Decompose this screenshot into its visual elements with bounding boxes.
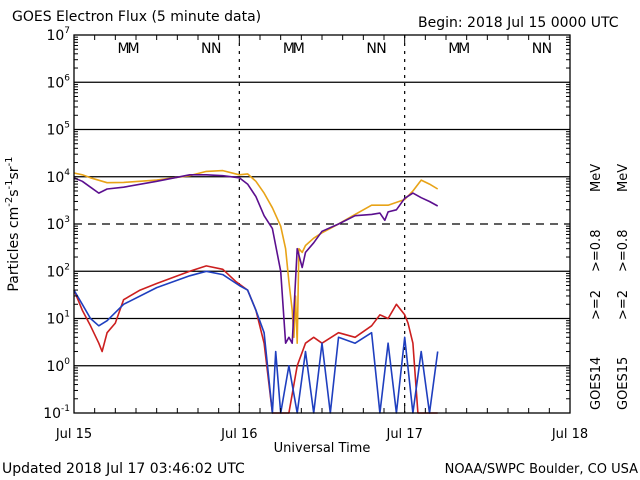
marker-N: N [211,41,221,57]
marker-M: M [448,41,460,57]
y-axis-label-text: Particles cm-2s-1sr-1 [4,156,22,291]
legend-column-GOES15: MeV >=0.8 >=2 GOES15 [616,164,631,410]
marker-M: M [127,41,139,57]
legend-column-GOES14: MeV >=0.8 >=2 GOES14 [589,164,604,410]
series-group [73,169,439,414]
marker-N: N [542,41,552,57]
legend-satellite-label: GOES14 [589,357,604,410]
marker-N: N [532,41,542,57]
marker-M: M [458,41,470,57]
marker-M: M [118,41,130,57]
y-tick-label: 102 [46,262,70,280]
y-tick-label: 105 [46,121,70,139]
y-tick-label: 104 [46,168,70,186]
x-axis-label: Universal Time [274,441,371,456]
x-tick-label: Jul 15 [55,427,92,442]
chart-title: GOES Electron Flux (5 minute data) [12,9,261,25]
series-line-1 [73,174,439,345]
series-line-3 [73,270,439,414]
y-tick-label: 10-1 [43,404,70,422]
legend-mev-label: MeV [616,164,631,192]
y-tick-label: 100 [46,357,70,375]
legend-08-label: >=0.8 [616,230,631,272]
y-axis-label: Particles cm-2s-1sr-1 [4,156,22,291]
y-tick-labels: 107 106 105 104 103 102 101 100 10-1 [43,26,70,422]
legend: MeV >=0.8 >=2 GOES14 MeV >=0.8 >=2 GOES15 [589,164,631,410]
x-tick-label: Jul 16 [220,427,257,442]
legend-2-label: >=2 [589,290,604,320]
y-tick-label: 106 [46,73,70,91]
y-tick-label: 101 [46,310,70,328]
updated-timestamp: Updated 2018 Jul 17 03:46:02 UTC [2,461,245,477]
x-tick-label: Jul 17 [385,427,422,442]
y-tick-label: 107 [46,26,70,44]
marker-M: M [293,41,305,57]
legend-2-label: >=2 [616,290,631,320]
y-tick-label: 103 [46,215,70,233]
source-credit: NOAA/SWPC Boulder, CO USA [445,462,638,477]
marker-N: N [201,41,211,57]
legend-mev-label: MeV [589,164,604,192]
marker-N: N [376,41,386,57]
begin-label: Begin: 2018 Jul 15 0000 UTC [418,15,619,31]
mn-markers: MM N N MM N N MM N N [118,41,553,57]
marker-M: M [283,41,295,57]
marker-N: N [366,41,376,57]
legend-08-label: >=0.8 [589,230,604,272]
plot-frame [73,34,571,414]
gridlines [74,35,570,413]
legend-satellite-label: GOES15 [616,357,631,410]
x-tick-labels: Jul 15 Jul 16 Jul 17 Jul 18 [55,427,588,442]
x-tick-label: Jul 18 [551,427,588,442]
